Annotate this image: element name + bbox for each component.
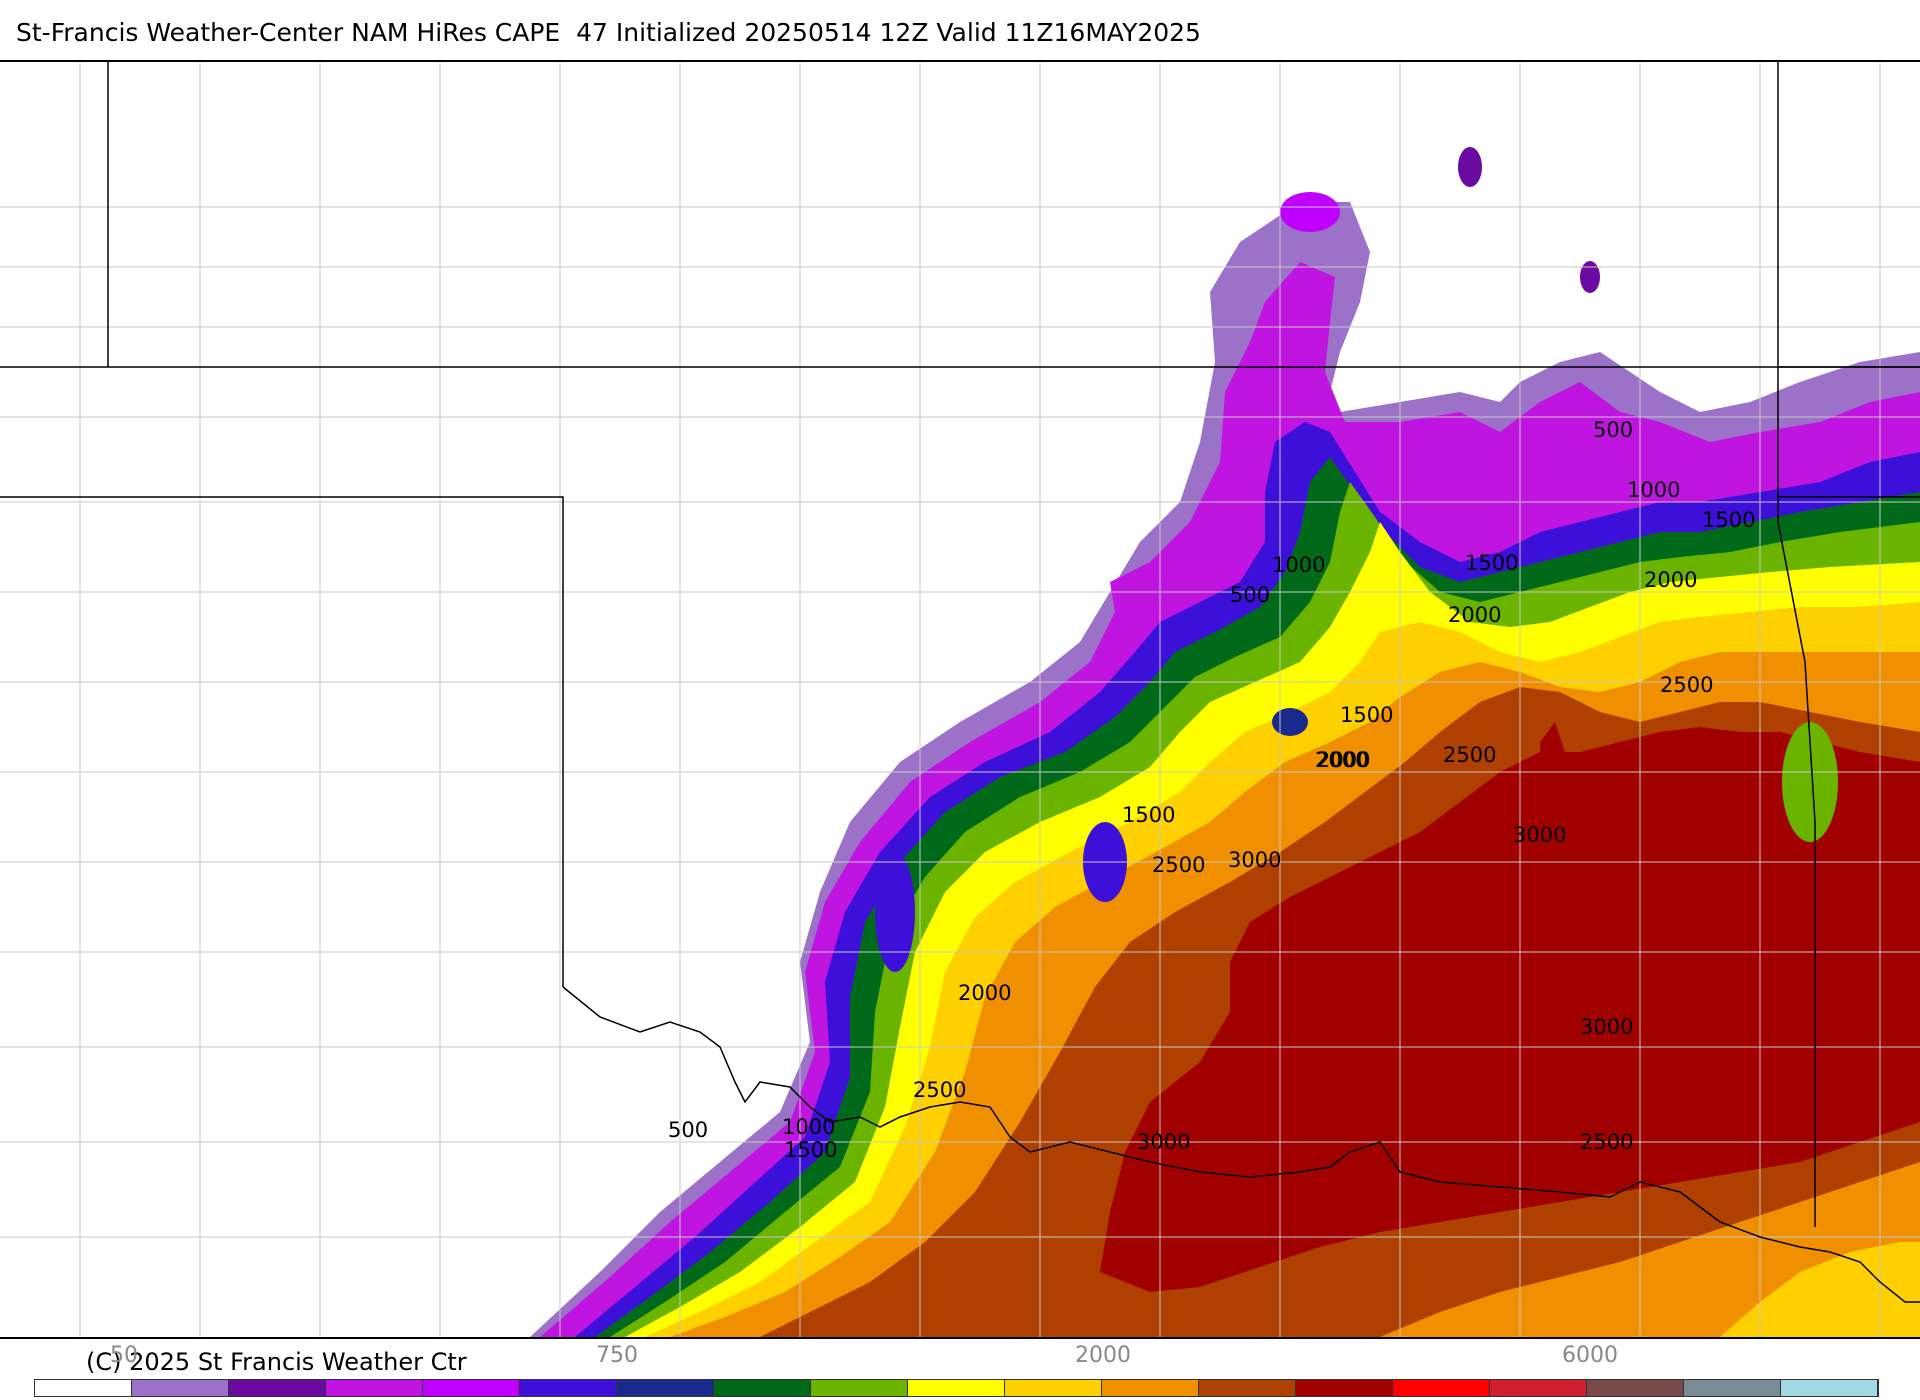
- colorbar-swatch: [1587, 1380, 1684, 1396]
- colorbar-tick-label: 50: [110, 1343, 138, 1368]
- colorbar-swatch: [617, 1380, 714, 1396]
- contour-label: 1500: [1702, 508, 1755, 532]
- contour-label: 1500: [1340, 703, 1393, 727]
- contour-label: 500: [668, 1118, 708, 1142]
- colorbar-swatch: [520, 1380, 617, 1396]
- contour-label: 2500: [913, 1078, 966, 1102]
- cape-map: 500 1000 1500 2000 1000 500 1500 2000 20…: [0, 60, 1920, 1339]
- colorbar-swatch: [132, 1380, 229, 1396]
- colorbar-swatch: [1393, 1380, 1490, 1396]
- colorbar-tick-label: 2000: [1075, 1343, 1131, 1368]
- cape-pocket-5: [1280, 192, 1340, 232]
- contour-label: 1500: [1465, 551, 1518, 575]
- cape-pocket-6: [1458, 147, 1482, 187]
- colorbar-tick-label: 6000: [1562, 1343, 1618, 1368]
- colorbar-swatch: [35, 1380, 132, 1396]
- contour-label: 3000: [1513, 823, 1566, 847]
- contour-label: 1000: [1272, 553, 1325, 577]
- contour-label: 2000: [1448, 603, 1501, 627]
- cape-contours: [530, 147, 1920, 1337]
- contour-label: 2000: [958, 981, 1011, 1005]
- contour-label: 1000: [1627, 478, 1680, 502]
- copyright-text: (C) 2025 St Francis Weather Ctr: [86, 1348, 467, 1376]
- colorbar-swatch: [423, 1380, 520, 1396]
- contour-label: 3000: [1228, 848, 1281, 872]
- cape-map-canvas: 500 1000 1500 2000 1000 500 1500 2000 20…: [0, 62, 1920, 1337]
- cape-band-3000-north: [1540, 722, 1575, 932]
- cape-pocket-4: [1272, 708, 1308, 736]
- colorbar-swatch: [1781, 1380, 1878, 1396]
- contour-label: 2000: [1317, 748, 1370, 772]
- contour-label: 2000: [1644, 568, 1697, 592]
- state-boundaries: [0, 62, 1920, 1303]
- contour-labels: 500 1000 1500 2000 1000 500 1500 2000 20…: [668, 418, 1755, 1162]
- colorbar-swatch: [811, 1380, 908, 1396]
- colorbar-swatch: [714, 1380, 811, 1396]
- cape-pocket-1: [1782, 722, 1838, 842]
- contour-label: 2500: [1152, 853, 1205, 877]
- cape-pocket-3: [875, 852, 915, 972]
- contour-label: 2000: [1315, 748, 1368, 772]
- contour-label: 500: [1593, 418, 1633, 442]
- contour-label: 3000: [1580, 1015, 1633, 1039]
- contour-label: 1000: [782, 1115, 835, 1139]
- colorbar: [34, 1379, 1879, 1397]
- colorbar-swatch: [1102, 1380, 1199, 1396]
- map-title: St-Francis Weather-Center NAM HiRes CAPE…: [16, 18, 1201, 47]
- contour-label: 2500: [1580, 1130, 1633, 1154]
- county-lines: [0, 62, 1920, 1337]
- contour-label: 500: [1230, 583, 1270, 607]
- colorbar-swatch: [1684, 1380, 1781, 1396]
- cape-band-1750-southeast: [1720, 1242, 1920, 1337]
- contour-label: 1500: [1122, 803, 1175, 827]
- colorbar-swatch: [1199, 1380, 1296, 1396]
- cape-band-3000: [1100, 727, 1920, 1292]
- colorbar-swatch: [908, 1380, 1005, 1396]
- contour-label: 2500: [1660, 673, 1713, 697]
- colorbar-swatch: [1005, 1380, 1102, 1396]
- contour-label: 1500: [784, 1138, 837, 1162]
- colorbar-swatch: [326, 1380, 423, 1396]
- cape-pocket-7: [1580, 261, 1600, 293]
- colorbar-swatch: [229, 1380, 326, 1396]
- contour-label: 2500: [1443, 743, 1496, 767]
- colorbar-swatch: [1296, 1380, 1393, 1396]
- colorbar-tick-label: 750: [596, 1343, 638, 1368]
- contour-label: 3000: [1137, 1130, 1190, 1154]
- colorbar-swatch: [1490, 1380, 1587, 1396]
